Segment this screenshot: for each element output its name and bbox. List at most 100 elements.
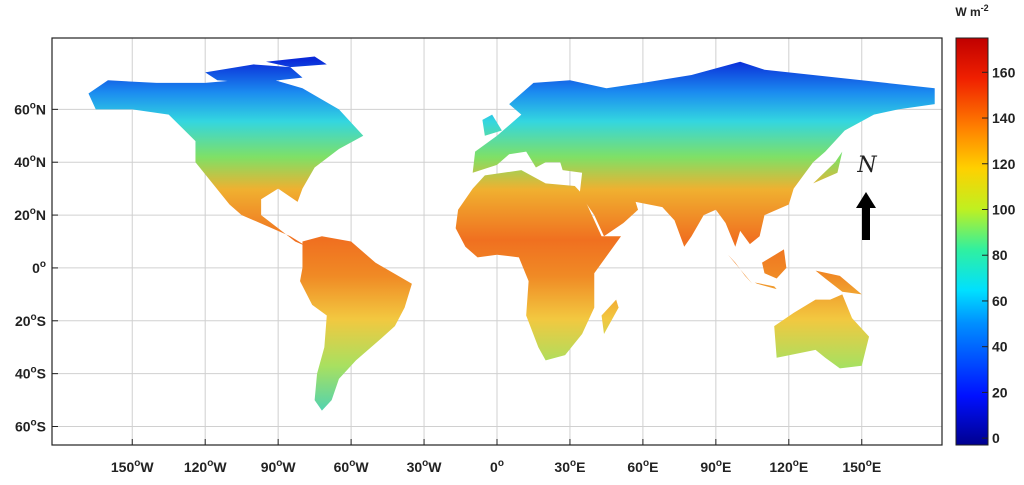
tick-label: 150oW xyxy=(111,458,154,475)
landmass xyxy=(472,61,935,247)
degree-sign: o xyxy=(134,458,140,469)
tick-label: 120oE xyxy=(769,458,808,475)
degree-sign: o xyxy=(276,458,282,469)
landmass xyxy=(265,56,327,68)
degree-sign: o xyxy=(349,458,355,469)
hemisphere: W xyxy=(282,459,296,475)
tick-label: 20oN xyxy=(14,206,46,223)
tick-label: 120oW xyxy=(184,458,227,475)
degree-sign: o xyxy=(40,259,46,270)
degree-sign: o xyxy=(866,458,872,469)
tick-label: 40oN xyxy=(14,153,46,170)
tick-number: 60 xyxy=(334,459,350,475)
tick-number: 30 xyxy=(407,459,423,475)
landmass xyxy=(300,236,412,411)
tick-number: 90 xyxy=(261,459,277,475)
hemisphere: N xyxy=(36,207,46,223)
tick-label: 60oN xyxy=(14,100,46,117)
landmass xyxy=(482,114,502,136)
tick-label: 0o xyxy=(32,259,46,276)
tick-number: 90 xyxy=(700,459,716,475)
degree-sign: o xyxy=(31,418,37,429)
tick-number: 40 xyxy=(15,366,31,382)
tick-number: 0 xyxy=(490,459,498,475)
tick-label: 20oS xyxy=(15,312,46,329)
colorbar-unit-exponent: -2 xyxy=(981,3,989,13)
tick-label: 90oW xyxy=(261,458,297,475)
degree-sign: o xyxy=(30,153,36,164)
colorbar-tick-label: 160 xyxy=(992,64,1016,80)
tick-label: 60oE xyxy=(627,458,658,475)
tick-label: 90oE xyxy=(700,458,731,475)
colorbar-tick-label: 40 xyxy=(992,339,1008,355)
tick-number: 60 xyxy=(627,459,643,475)
north-arrow xyxy=(856,192,876,240)
tick-number: 150 xyxy=(111,459,135,475)
hemisphere: N xyxy=(36,154,46,170)
tick-label: 30oW xyxy=(407,458,443,475)
colorbar-tick-label: 20 xyxy=(992,384,1008,400)
landmass xyxy=(601,299,619,334)
hemisphere: S xyxy=(37,313,46,329)
degree-sign: o xyxy=(498,458,504,469)
map-frame xyxy=(51,37,943,446)
tick-number: 120 xyxy=(184,459,208,475)
degree-sign: o xyxy=(570,458,576,469)
hemisphere: E xyxy=(872,459,881,475)
degree-sign: o xyxy=(30,206,36,217)
tick-label: 60oW xyxy=(334,458,370,475)
tick-label: 150oE xyxy=(842,458,881,475)
landmass xyxy=(815,270,862,295)
tick-number: 20 xyxy=(14,207,30,223)
colorbar-tick-label: 80 xyxy=(992,247,1008,263)
landmass xyxy=(728,254,753,284)
colorbar-title: W m-2 xyxy=(955,3,988,19)
degree-sign: o xyxy=(643,458,649,469)
tick-number: 150 xyxy=(842,459,866,475)
tick-number: 60 xyxy=(15,419,31,435)
hemisphere: E xyxy=(649,459,658,475)
degree-sign: o xyxy=(716,458,722,469)
colorbar-tick-label: 140 xyxy=(992,110,1016,126)
hemisphere: E xyxy=(576,459,585,475)
hemisphere: S xyxy=(37,419,46,435)
hemisphere: E xyxy=(799,459,808,475)
landmass xyxy=(88,77,364,247)
tick-number: 20 xyxy=(15,313,31,329)
tick-number: 60 xyxy=(14,101,30,117)
tick-number: 0 xyxy=(32,260,40,276)
tick-number: 30 xyxy=(554,459,570,475)
hemisphere: W xyxy=(213,459,227,475)
axes: 150oW 120oW 90oW 60oW 30oW 0o 30oE 60oE 90oE 120o… xyxy=(14,100,881,475)
north-label: N xyxy=(856,153,877,178)
hemisphere: W xyxy=(355,459,369,475)
degree-sign: o xyxy=(31,312,37,323)
hemisphere: S xyxy=(37,366,46,382)
hemisphere: W xyxy=(140,459,154,475)
tick-label: 0o xyxy=(490,458,504,475)
tick-label: 30oE xyxy=(554,458,585,475)
landmass xyxy=(813,151,843,184)
degree-sign: o xyxy=(793,458,799,469)
colorbar-tick-label: 120 xyxy=(992,156,1016,172)
hemisphere: N xyxy=(36,101,46,117)
degree-sign: o xyxy=(422,458,428,469)
colorbar-unit: W m xyxy=(955,5,980,19)
degree-sign: o xyxy=(30,100,36,111)
hemisphere: W xyxy=(428,459,442,475)
colorbar-tick-label: 60 xyxy=(992,293,1008,309)
tick-number: 120 xyxy=(769,459,793,475)
landmass xyxy=(762,249,787,279)
colorbar-tick-label: 0 xyxy=(992,430,1000,446)
landmass xyxy=(754,282,777,290)
colorbar-tick-label: 100 xyxy=(992,201,1016,217)
landmass xyxy=(774,294,870,369)
tick-label: 40oS xyxy=(15,365,46,382)
landmass xyxy=(455,170,622,361)
degree-sign: o xyxy=(31,365,37,376)
landmass xyxy=(205,64,303,83)
degree-sign: o xyxy=(207,458,213,469)
hemisphere: E xyxy=(722,459,731,475)
tick-label: 60oS xyxy=(15,418,46,435)
